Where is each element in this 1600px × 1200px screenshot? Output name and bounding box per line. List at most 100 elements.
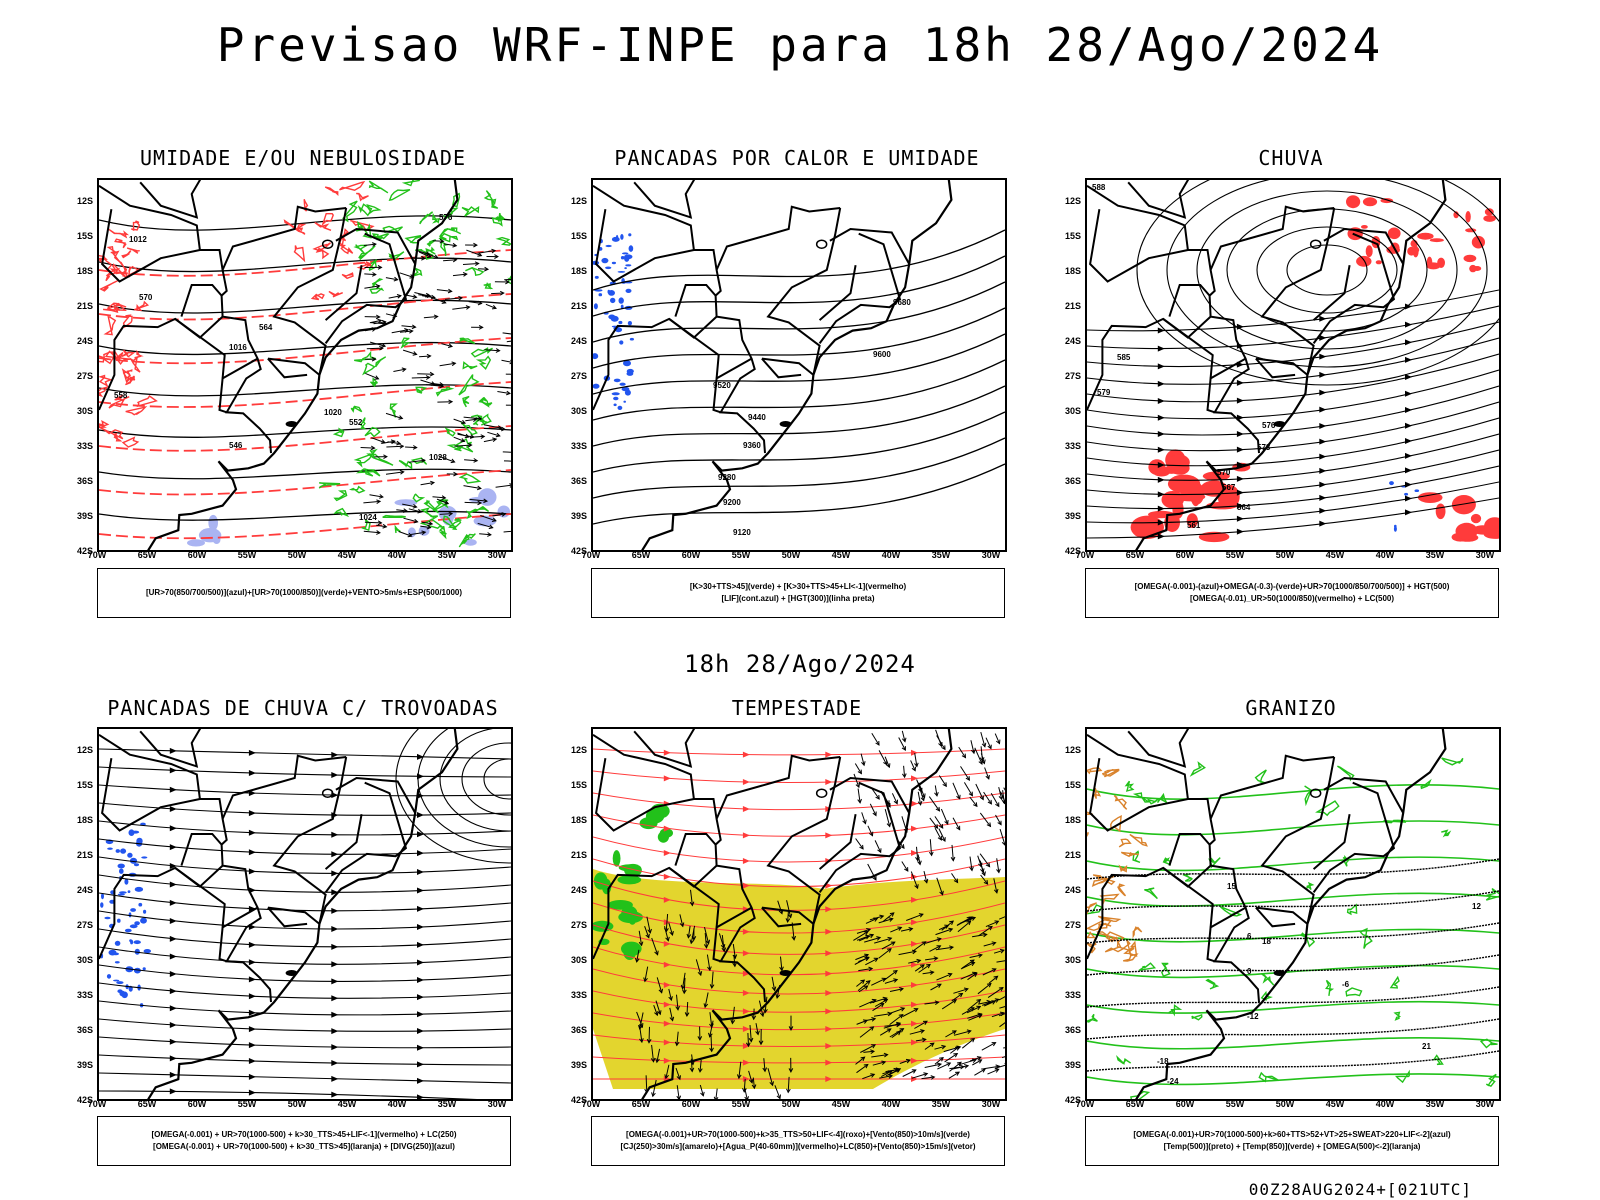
- contour-blob: [1389, 975, 1400, 989]
- streamline-arrow: [911, 749, 919, 756]
- streamline: [593, 836, 1005, 863]
- streamline-arrow: [1157, 345, 1165, 352]
- wind-vector-head: [872, 875, 877, 881]
- contour-blob: [1097, 875, 1111, 884]
- latitude-label: 24S: [76, 885, 93, 895]
- wind-vector-head: [404, 328, 410, 333]
- contour-blob: [303, 199, 309, 212]
- contour-blob: [1325, 979, 1335, 996]
- wind-vector-head: [987, 799, 992, 805]
- height-line: [593, 437, 1005, 499]
- latitude-label: 18S: [76, 815, 93, 825]
- wind-vector-head: [994, 1068, 1000, 1073]
- wind-vector-head: [441, 495, 447, 501]
- wind-vector-head: [412, 294, 418, 299]
- panel-legend: [K>30+TTS>45](verde) + [K>30+TTS>45+LI<-…: [591, 568, 1005, 618]
- wind-vector: [856, 1019, 868, 1025]
- streamline: [1087, 337, 1499, 385]
- legend-line: [OMEGA(-0.001) + UR>70(1000-500) + k>30_…: [151, 1130, 457, 1139]
- wind-vector-head: [855, 783, 860, 789]
- contour-label: 561: [1187, 521, 1201, 530]
- longitude-label: 30W: [981, 550, 1001, 560]
- streamline: [1087, 465, 1499, 510]
- longitude-label: 40W: [387, 1099, 407, 1109]
- wind-vector-head: [473, 242, 478, 248]
- wind-vector-head: [684, 1012, 690, 1018]
- shaded-area: [143, 909, 147, 914]
- wind-vector-head: [970, 749, 976, 755]
- shaded-area: [1469, 264, 1477, 273]
- wind-vector: [934, 785, 938, 796]
- wind-vector: [900, 928, 913, 932]
- latitude-label: 39S: [1064, 511, 1081, 521]
- wind-vector: [636, 949, 640, 962]
- contour-blob: [103, 315, 117, 336]
- contour-blob: [1118, 864, 1128, 873]
- shaded-area: [116, 981, 124, 985]
- longitude-label: 50W: [1275, 1099, 1295, 1109]
- wind-vector: [853, 773, 860, 788]
- shaded-area: [117, 863, 125, 869]
- wind-vector: [484, 349, 500, 352]
- wind-vector: [385, 277, 398, 281]
- main-title: Previsao WRF-INPE para 18h 28/Ago/2024: [216, 18, 1384, 72]
- state-border: [267, 357, 321, 376]
- contour-label: 1028: [429, 453, 447, 462]
- streamline-arrow: [1405, 422, 1413, 429]
- shaded-area: [617, 271, 626, 273]
- streamline-arrow: [417, 868, 425, 875]
- wind-vector-head: [876, 936, 882, 941]
- wind-vector: [952, 817, 961, 830]
- wind-vector-head: [775, 994, 781, 1000]
- streamline-arrow: [911, 1057, 919, 1064]
- wind-vector: [732, 943, 736, 959]
- contour-blob: [104, 350, 131, 366]
- contour-blob: [425, 246, 436, 255]
- wind-vector: [393, 368, 406, 372]
- wind-vector: [408, 459, 425, 463]
- lake-shape: [1273, 420, 1286, 427]
- wind-vector: [967, 1013, 982, 1019]
- wind-vector-head: [879, 914, 885, 920]
- wind-vector-head: [911, 1069, 917, 1074]
- wind-vector-head: [998, 987, 1004, 992]
- map-panel: [591, 727, 1007, 1101]
- wind-vector: [402, 349, 417, 355]
- wind-vector-head: [488, 524, 494, 530]
- streamline-arrow: [1236, 475, 1244, 482]
- streamline: [593, 902, 1005, 934]
- panel-title: PANCADAS POR CALOR E UMIDADE: [614, 146, 980, 170]
- wind-vector: [691, 1054, 694, 1065]
- wind-vector-head: [938, 742, 943, 748]
- streamline: [99, 1072, 511, 1084]
- contour-blob: [473, 505, 490, 513]
- contour-blob: [388, 189, 411, 202]
- wind-vector-head: [917, 800, 923, 806]
- streamline-arrow: [1157, 398, 1165, 405]
- streamline-arrow: [331, 1044, 339, 1051]
- shaded-area: [605, 266, 612, 270]
- wind-vector: [774, 1085, 781, 1099]
- state-border: [674, 833, 717, 866]
- latitude-label: 24S: [76, 336, 93, 346]
- wind-vector-head: [956, 825, 961, 831]
- shaded-area: [133, 863, 140, 867]
- wind-vector: [994, 733, 1000, 744]
- wind-vector: [503, 530, 511, 533]
- wind-vector-head: [908, 927, 914, 932]
- wind-vector: [918, 964, 931, 973]
- panel-title: TEMPESTADE: [731, 696, 863, 720]
- wind-vector: [921, 1076, 935, 1080]
- wind-vector: [669, 1007, 674, 1021]
- wind-vector: [453, 436, 465, 442]
- panel-title: CHUVA: [1258, 146, 1324, 170]
- wind-vector-head: [403, 508, 409, 513]
- shaded-area: [1361, 225, 1368, 229]
- streamline-arrow: [1405, 452, 1413, 459]
- wind-vector: [908, 959, 921, 964]
- wind-vector: [857, 980, 871, 991]
- state-border: [829, 227, 911, 265]
- wind-vector-head: [654, 1011, 659, 1017]
- wind-vector: [983, 942, 996, 947]
- state-border: [221, 205, 347, 271]
